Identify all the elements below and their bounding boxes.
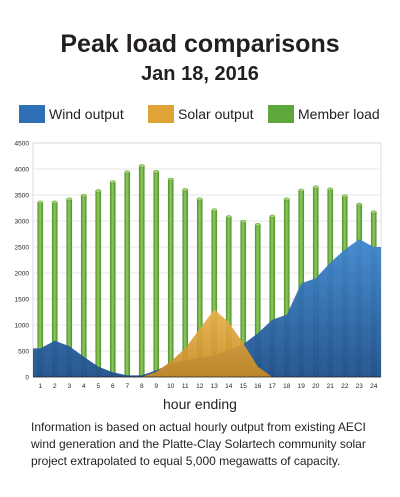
legend-label-member: Member load (298, 106, 380, 122)
member-load-bar (283, 199, 290, 377)
solar-output-area (33, 309, 381, 377)
x-tick-label: 24 (370, 383, 378, 390)
member-load-bar (51, 202, 58, 377)
member-load-bar-cap (138, 164, 145, 168)
x-tick-label: 18 (283, 383, 291, 390)
y-tick-label: 1500 (15, 297, 30, 304)
member-load-bar-cap (312, 185, 319, 189)
member-load-bar-cap (327, 187, 334, 191)
x-tick-label: 3 (67, 383, 71, 390)
member-load-bar (269, 216, 276, 377)
x-axis-label: hour ending (163, 396, 237, 412)
chart-title: Peak load comparisons (60, 30, 340, 58)
x-tick-label: 5 (96, 383, 100, 390)
x-tick-label: 21 (327, 383, 335, 390)
x-tick-label: 19 (298, 383, 306, 390)
x-tick-label: 11 (182, 383, 189, 390)
x-tick-label: 22 (341, 383, 349, 390)
member-load-bar (124, 172, 131, 377)
y-tick-label: 3000 (15, 219, 30, 226)
x-tick-label: 17 (269, 383, 277, 390)
y-tick-label: 4000 (15, 167, 30, 174)
member-load-bar-cap (211, 208, 218, 212)
x-tick-label: 20 (312, 383, 320, 390)
member-load-bar-cap (356, 202, 363, 206)
output-areas (33, 239, 381, 377)
member-load-bar (95, 190, 102, 377)
x-tick-label: 16 (254, 383, 262, 390)
y-tick-label: 2000 (15, 271, 30, 278)
legend-label-wind: Wind output (49, 106, 124, 122)
member-load-bar (66, 199, 73, 377)
member-load-bar (254, 224, 261, 377)
x-tick-label: 23 (356, 383, 364, 390)
legend-swatch-member (268, 105, 294, 123)
member-load-bar-cap (182, 188, 189, 192)
legend-swatch-solar (148, 105, 174, 123)
member-load-bar (138, 165, 145, 377)
x-tick-label: 15 (240, 383, 248, 390)
member-load-bar (211, 210, 218, 377)
wind-output-area (33, 239, 381, 377)
member-load-bar-cap (109, 180, 116, 184)
member-load-bar-cap (124, 170, 131, 174)
x-tick-label: 4 (82, 383, 86, 390)
x-tick-label: 8 (140, 383, 144, 390)
member-load-bar-cap (153, 169, 160, 174)
member-load-bar-cap (254, 223, 261, 227)
member-load-bar-cap (95, 189, 102, 193)
x-tick-label: 6 (111, 383, 115, 390)
member-load-bar-cap (298, 188, 305, 192)
member-load-bar (225, 216, 232, 377)
member-load-bar (240, 221, 247, 377)
x-tick-label: 9 (154, 383, 158, 390)
x-tick-label: 13 (211, 383, 219, 390)
member-load-bar (109, 182, 116, 377)
member-load-bar-cap (51, 200, 58, 204)
member-load-bar-cap (341, 194, 348, 198)
x-tick-label: 10 (167, 383, 175, 390)
member-load-bar-cap (269, 214, 276, 218)
x-tick-label: 14 (225, 383, 233, 390)
member-load-bar-cap (80, 193, 87, 198)
member-load-bar-cap (283, 197, 290, 201)
y-tick-label: 500 (18, 349, 29, 356)
footnote: Information is based on actual hourly ou… (31, 420, 366, 468)
member-load-bar-cap (37, 200, 44, 204)
legend-label-solar: Solar output (178, 106, 254, 122)
member-load-bar-cap (370, 210, 377, 214)
member-load-bar (167, 179, 174, 377)
x-tick-label: 2 (53, 383, 57, 390)
chart-subtitle: Jan 18, 2016 (141, 63, 259, 85)
member-load-bar (196, 199, 203, 377)
legend-swatch-wind (19, 105, 45, 123)
y-tick-label: 1000 (15, 323, 30, 330)
y-tick-label: 2500 (15, 245, 30, 252)
member-load-bar (182, 189, 189, 377)
y-tick-label: 0 (25, 375, 29, 382)
member-load-bar-cap (167, 177, 174, 181)
y-tick-label: 4500 (15, 141, 30, 148)
member-load-bar (37, 202, 44, 377)
member-load-bar (80, 195, 87, 377)
member-load-bar-cap (196, 197, 203, 201)
member-load-bar (153, 171, 160, 377)
member-load-bar-cap (66, 197, 73, 201)
member-load-bar-cap (240, 219, 247, 224)
x-tick-label: 12 (196, 383, 204, 390)
x-tick-label: 7 (125, 383, 129, 390)
y-tick-label: 3500 (15, 193, 30, 200)
x-tick-label: 1 (38, 383, 42, 390)
member-load-bar-cap (225, 215, 232, 219)
